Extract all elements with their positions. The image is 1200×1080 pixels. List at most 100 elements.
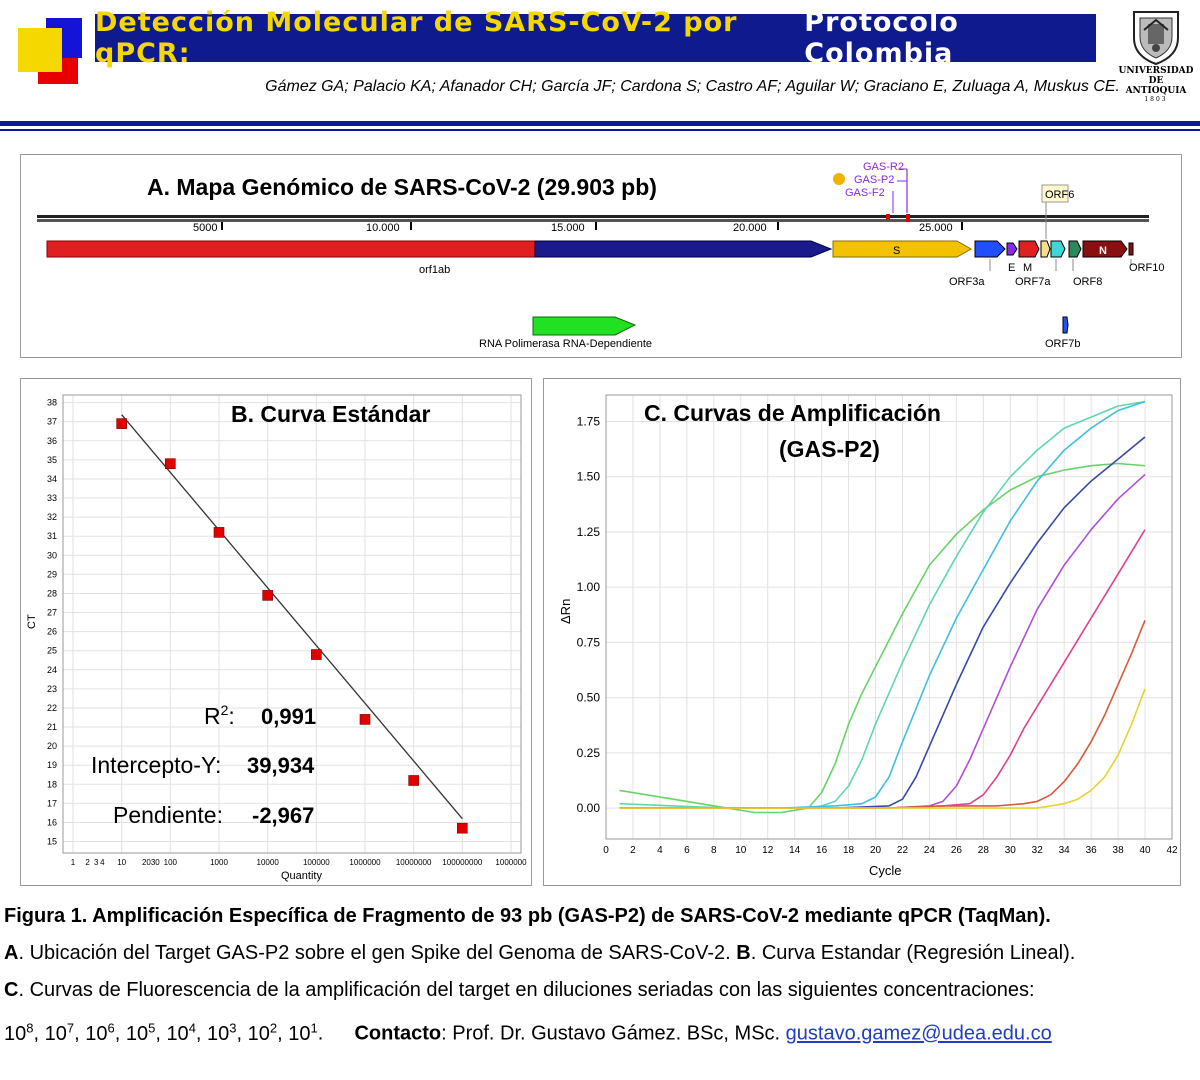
amplification-curves: [619, 400, 1146, 814]
ruler-label: 20.000: [733, 222, 767, 234]
slope-value: -2,967: [252, 803, 314, 828]
amplification-subtitle: (GAS-P2): [779, 436, 880, 462]
orf3a-gene: [974, 240, 1006, 258]
x-tick-label: 38: [1113, 845, 1125, 856]
x-tick-label: 2030: [142, 858, 160, 867]
x-tick-label: 10: [735, 845, 747, 856]
x-tick-label: 42: [1166, 845, 1178, 856]
ruler: 5000 10.000 15.000 20.000 25.000: [193, 222, 963, 234]
orf1ab-red-segment: [46, 240, 536, 258]
caption-line-c: C. Curvas de Fluorescencia de la amplifi…: [4, 972, 1198, 1009]
standard-curve-ylabel: CT: [26, 614, 38, 629]
y-tick-label: 19: [47, 760, 57, 770]
standard-curve-points: [116, 418, 468, 834]
concentration-item: 107: [44, 1020, 75, 1045]
caption-label-c: C: [4, 979, 19, 1001]
x-tick-label: 14: [789, 845, 801, 856]
y-tick-label: 28: [47, 588, 57, 598]
n-gene: [1082, 240, 1128, 258]
orf7a-label: ORF7a: [1015, 276, 1051, 288]
r2-label: R2:: [204, 702, 235, 729]
ruler-label: 10.000: [366, 222, 400, 234]
genome-line-bottom: [37, 219, 1149, 222]
concentration-list: 108, 107, 106, 105, 104, 103, 102, 101.: [4, 1020, 324, 1045]
y-tick-label: 23: [47, 684, 57, 694]
orf10-gene: [1128, 242, 1134, 256]
orf1ab-label: orf1ab: [419, 264, 450, 276]
e-gene: [1006, 242, 1018, 256]
primer-annotations: GAS-R2 GAS-P2 GAS-F2: [833, 161, 910, 222]
r2-value: 0,991: [261, 704, 316, 729]
ruler-tick: [961, 222, 963, 230]
x-tick-label: 30: [1005, 845, 1017, 856]
orf6-label-box: [1041, 184, 1069, 203]
rdrp-label: RNA Polimerasa RNA-Dependiente: [479, 338, 652, 350]
standard-point: [408, 775, 419, 786]
caption-line-contact: 108, 107, 106, 105, 104, 103, 102, 101. …: [4, 1009, 1198, 1053]
genome-map-panel: A. Mapa Genómico de SARS-CoV-2 (29.903 p…: [20, 154, 1182, 358]
orf3a-label: ORF3a: [949, 276, 985, 288]
x-tick-label: 4: [657, 845, 663, 856]
y-tick-label: 33: [47, 493, 57, 503]
ruler-label: 25.000: [919, 222, 953, 234]
ruler-tick: [777, 222, 779, 230]
title-bar: Detección Molecular de SARS-CoV-2 por qP…: [95, 7, 1096, 69]
orf6-label: ORF6: [1045, 189, 1074, 201]
orf7b-label: ORF7b: [1045, 338, 1080, 350]
standard-point: [116, 418, 127, 429]
university-logo: UNIVERSIDAD DE ANTIOQUIA 1803: [1118, 8, 1194, 103]
y-tick-label: 38: [47, 398, 57, 408]
amplification-grid: [605, 395, 1173, 839]
y-tick-label: 15: [47, 837, 57, 847]
x-tick-label: 1000000: [349, 858, 381, 867]
standard-curve-grid: [63, 395, 521, 853]
x-tick-label: 10000000: [396, 858, 432, 867]
concentration-item: 101: [288, 1020, 318, 1045]
amplification-xlabel: Cycle: [869, 863, 902, 878]
standard-curve-panel: 15 16 17 18 19 20 21 22 23 24 25 26 27 28 29 30 31 32 33 34…: [20, 378, 532, 886]
slope-label: Pendiente:: [113, 802, 223, 828]
y-tick-label: 31: [47, 531, 57, 541]
y-tick-label: 0.75: [577, 635, 601, 649]
concentration-item: 105: [125, 1020, 156, 1045]
caption-text-c: . Curvas de Fluorescencia de la amplific…: [18, 979, 1035, 1001]
x-tick-label: 12: [762, 845, 774, 856]
amplification-curve-7: [619, 619, 1146, 809]
y-tick-label: 1.75: [577, 415, 601, 429]
x-tick-label: 0: [603, 845, 609, 856]
contact-email-link[interactable]: gustavo.gamez@udea.edu.co: [785, 1022, 1052, 1045]
ruler-tick: [221, 222, 223, 230]
standard-curve-y-ticks: 15 16 17 18 19 20 21 22 23 24 25 26 27 28 29 30 31 32 33 34…: [47, 398, 57, 847]
header-rule-thick: [0, 121, 1200, 126]
x-tick-label: 28: [978, 845, 990, 856]
primer-f2-marker: [886, 214, 890, 220]
rdrp-arrow: [532, 316, 637, 336]
orf10-label: ORF10: [1129, 262, 1164, 274]
orf1ab-blue-segment: [534, 240, 833, 258]
y-tick-label: 37: [47, 417, 57, 427]
concentration-item: 108: [4, 1020, 34, 1045]
orf8-label: ORF8: [1073, 276, 1102, 288]
primer-r2-marker: [906, 214, 910, 222]
standard-curve-xlabel: Quantity: [281, 870, 322, 882]
amplification-curve-8: [619, 688, 1146, 809]
x-tick-label: 8: [711, 845, 717, 856]
regression-line: [121, 414, 463, 820]
x-tick-label: 4: [100, 858, 105, 867]
y-tick-label: 17: [47, 798, 57, 808]
amplification-curve-6: [619, 529, 1146, 809]
m-gene: [1018, 240, 1040, 258]
x-tick-label: 2: [630, 845, 636, 856]
y-tick-label: 35: [47, 455, 57, 465]
caption-text-a: . Ubicación del Target GAS-P2 sobre el g…: [18, 942, 737, 964]
y-tick-label: 30: [47, 550, 57, 560]
figure-caption: Figura 1. Amplificación Específica de Fr…: [4, 898, 1198, 1053]
genome-map-title: A. Mapa Genómico de SARS-CoV-2 (29.903 p…: [147, 174, 657, 200]
y-tick-label: 18: [47, 779, 57, 789]
caption-title: Figura 1. Amplificación Específica de Fr…: [4, 905, 1051, 927]
caption-line-ab: A. Ubicación del Target GAS-P2 sobre el …: [4, 935, 1198, 972]
x-tick-label: 1000000: [495, 858, 527, 867]
logo-text-antioquia: DE ANTIOQUIA: [1125, 76, 1187, 96]
amplification-ylabel: ΔRn: [558, 599, 573, 624]
x-tick-label: 34: [1059, 845, 1071, 856]
